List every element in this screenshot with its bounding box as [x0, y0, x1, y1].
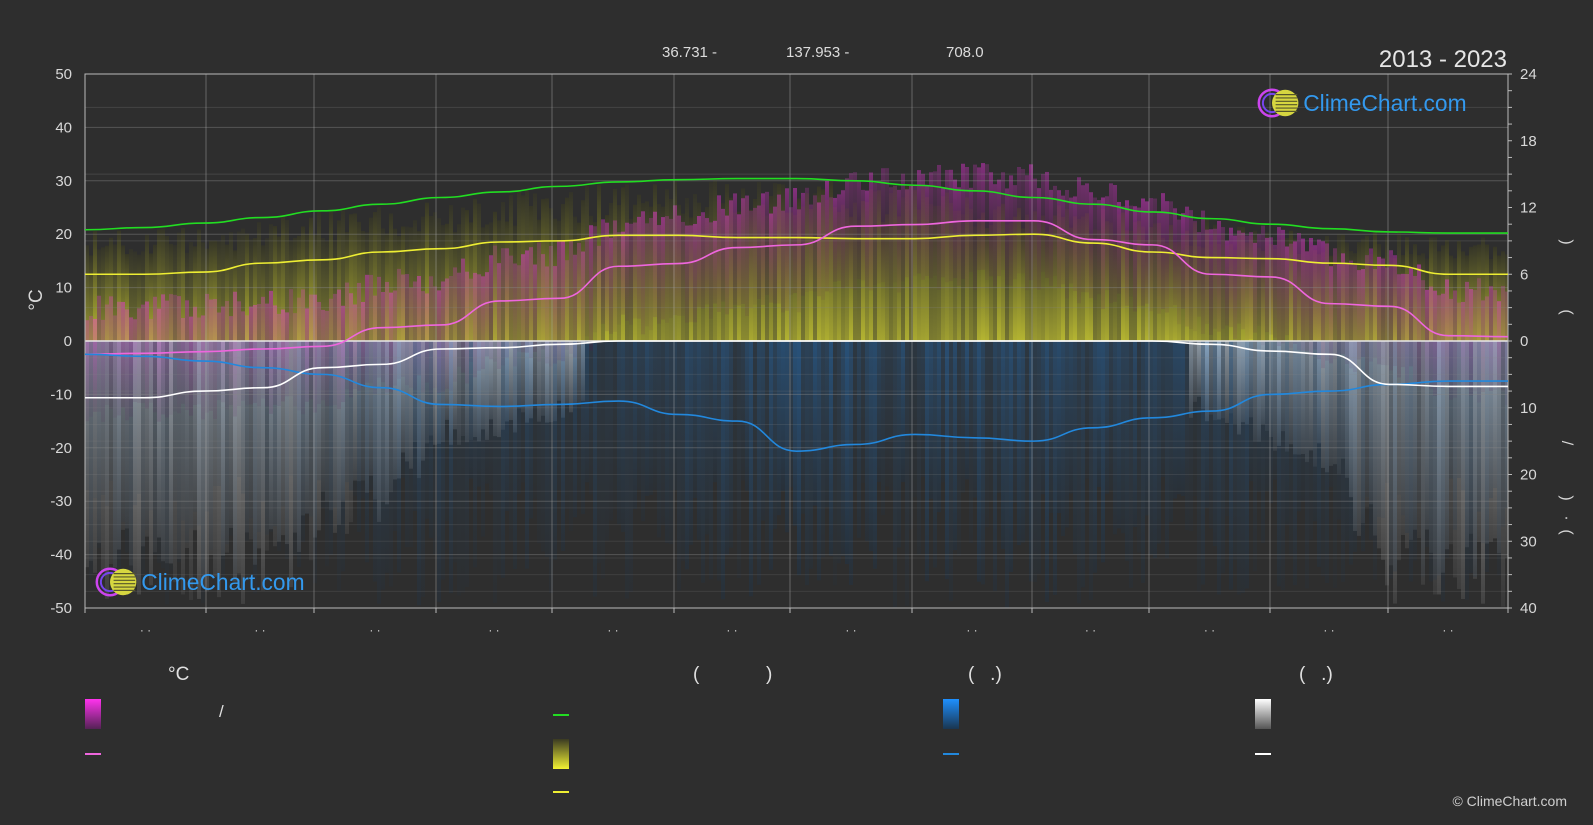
- x-month-label: · ·: [140, 623, 151, 637]
- legend-temp-mean-swatch: [85, 753, 101, 755]
- y-axis-label-right-glyph: ): [1558, 239, 1575, 244]
- legend-rain-header: ( .): [968, 664, 1002, 685]
- legend-sun-header-open: (: [693, 664, 700, 685]
- y-tick-left: -40: [50, 547, 72, 564]
- legend-snow-range-swatch: [1255, 699, 1271, 729]
- legend-temp-range-swatch: [85, 699, 101, 729]
- series-line-sunshine: [85, 233, 1508, 276]
- legend-snow-mean-swatch: [1255, 753, 1271, 755]
- legend-temp-header: °C: [168, 664, 190, 685]
- x-month-label: · ·: [1085, 623, 1096, 637]
- series-line-snow_mean: [85, 340, 1508, 399]
- x-month-label: · ·: [726, 623, 737, 637]
- period-label: 2013 - 2023: [1378, 46, 1507, 73]
- brand-name: ClimeChart.com: [1303, 90, 1466, 116]
- series-line-rain_mean: [85, 353, 1508, 452]
- x-month-label: · ·: [1323, 623, 1334, 637]
- y-tick-right-hours: 24: [1520, 66, 1537, 83]
- brand-name: ClimeChart.com: [141, 569, 304, 595]
- y-tick-left: 20: [55, 226, 72, 243]
- y-tick-right-hours: 6: [1520, 266, 1528, 283]
- y-tick-left: 50: [55, 66, 72, 83]
- x-month-label: · ·: [488, 623, 499, 637]
- y-tick-right-mm: 10: [1520, 400, 1537, 417]
- header-elevation: 708.0: [946, 44, 984, 61]
- x-month-label: · ·: [1204, 623, 1215, 637]
- y-tick-left: -30: [50, 493, 72, 510]
- climechart-logo-bottom: ClimeChart.com: [95, 567, 305, 597]
- y-tick-right-hours: 18: [1520, 133, 1537, 150]
- y-tick-left: 10: [55, 280, 72, 297]
- x-month-label: · ·: [845, 623, 856, 637]
- climechart-logo-top: ClimeChart.com: [1257, 88, 1467, 118]
- y-tick-right-mm: 30: [1520, 533, 1537, 550]
- y-axis-label-right-glyph: ): [1558, 495, 1575, 500]
- legend-daylight-swatch: [553, 714, 569, 716]
- y-tick-left: 30: [55, 173, 72, 190]
- x-month-label: · ·: [966, 623, 977, 637]
- y-axis-label-right-glyph: (: [1558, 309, 1575, 315]
- series-line-daylight: [85, 177, 1508, 234]
- header-lat: 36.731 -: [662, 44, 718, 61]
- legend-sun-header-close: ): [766, 664, 773, 685]
- y-tick-left: -10: [50, 386, 72, 403]
- copyright: © ClimeChart.com: [1452, 793, 1567, 809]
- legend-sunshine-range-swatch: [553, 739, 569, 769]
- y-tick-right-mm: 40: [1520, 600, 1537, 617]
- y-tick-right-mm: 20: [1520, 467, 1537, 484]
- legend-rain-mean-swatch: [943, 753, 959, 755]
- y-axis-label-right-glyph: /: [1558, 441, 1575, 446]
- x-month-label: · ·: [369, 623, 380, 637]
- legend-snow-header: ( .): [1299, 664, 1333, 685]
- y-axis-label-left: °C: [26, 289, 47, 310]
- series-line-temp_mean: [85, 220, 1508, 356]
- header-lon: 137.953 -: [786, 44, 850, 61]
- legend-sunshine-mean-swatch: [553, 791, 569, 793]
- y-tick-right-hours: 12: [1520, 200, 1537, 217]
- legend-rain-range-swatch: [943, 699, 959, 729]
- y-tick-right-hours: 0: [1520, 333, 1528, 350]
- x-month-label: · ·: [607, 623, 618, 637]
- x-month-label: · ·: [254, 623, 265, 637]
- y-axis-label-right-glyph: ·: [1558, 515, 1575, 520]
- y-axis-label-right-glyph: (: [1558, 529, 1575, 535]
- legend-temp-sep: /: [219, 702, 224, 721]
- y-tick-left: 40: [55, 119, 72, 136]
- y-tick-left: -50: [50, 600, 72, 617]
- y-tick-left: -20: [50, 440, 72, 457]
- x-month-label: · ·: [1442, 623, 1453, 637]
- y-tick-left: 0: [64, 333, 72, 350]
